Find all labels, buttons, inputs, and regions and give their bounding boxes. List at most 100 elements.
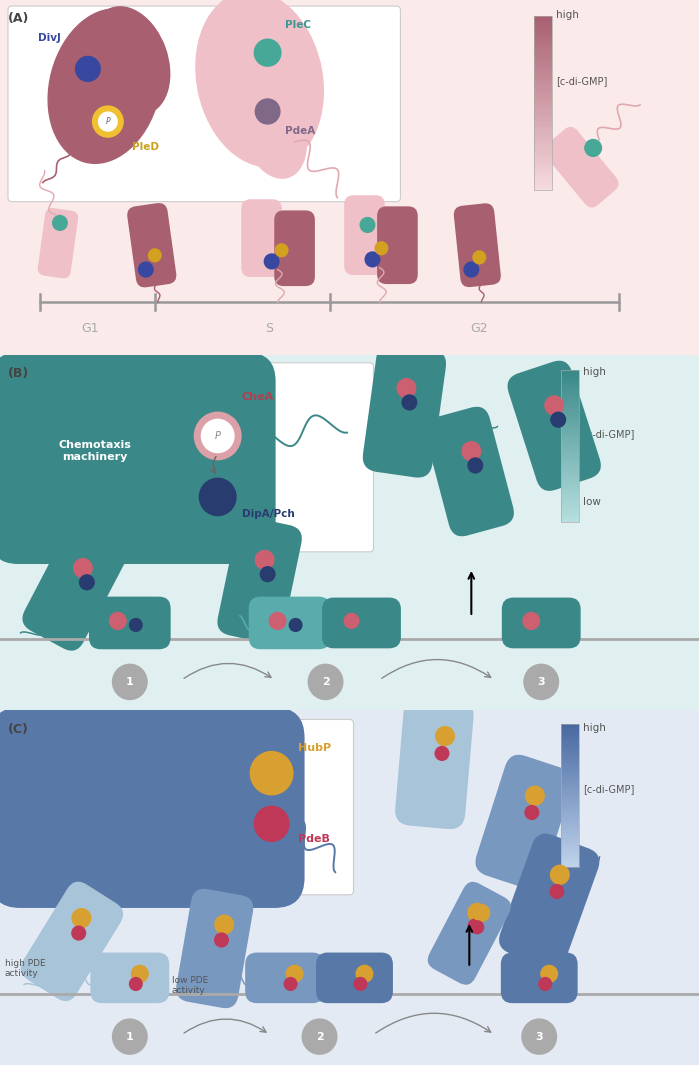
Bar [561, 832, 579, 834]
Circle shape [254, 38, 282, 67]
Bar [534, 152, 552, 155]
Bar [561, 469, 579, 472]
FancyBboxPatch shape [127, 203, 176, 288]
Bar [534, 31, 552, 34]
Bar [561, 813, 579, 815]
Text: 1: 1 [126, 1032, 134, 1042]
Text: low: low [556, 147, 574, 157]
Bar [561, 793, 579, 796]
Bar [561, 746, 579, 748]
Bar [534, 155, 552, 159]
Bar [561, 834, 579, 836]
FancyBboxPatch shape [0, 707, 305, 908]
Bar [561, 415, 579, 419]
Circle shape [540, 965, 559, 983]
Bar [561, 464, 579, 466]
Bar [561, 851, 579, 853]
Bar [561, 771, 579, 774]
Bar [561, 370, 579, 522]
Bar [534, 98, 552, 100]
Bar [534, 159, 552, 162]
Bar [534, 170, 552, 174]
Bar [534, 187, 552, 191]
Bar [561, 776, 579, 779]
Bar [534, 28, 552, 31]
Bar [561, 752, 579, 755]
Bar [534, 103, 552, 107]
Text: high: high [583, 722, 606, 733]
Bar [561, 439, 579, 441]
Circle shape [254, 550, 275, 570]
FancyBboxPatch shape [428, 882, 511, 985]
Circle shape [264, 253, 280, 269]
Bar [561, 861, 579, 863]
Bar [561, 377, 579, 380]
Circle shape [112, 1018, 147, 1054]
FancyBboxPatch shape [89, 596, 171, 650]
FancyBboxPatch shape [322, 597, 401, 649]
Bar [534, 71, 552, 75]
Bar [561, 380, 579, 382]
FancyBboxPatch shape [475, 755, 573, 889]
Text: DipA/Pch: DipA/Pch [242, 509, 294, 520]
FancyBboxPatch shape [274, 211, 315, 286]
Circle shape [254, 98, 280, 125]
Circle shape [549, 884, 564, 899]
Bar [534, 51, 552, 54]
Bar [561, 512, 579, 514]
FancyBboxPatch shape [395, 697, 474, 829]
Bar [561, 800, 579, 803]
FancyBboxPatch shape [316, 952, 393, 1003]
Circle shape [194, 411, 242, 460]
Text: high PDE
activity: high PDE activity [5, 958, 45, 978]
Bar [534, 182, 552, 184]
Circle shape [259, 566, 275, 583]
Circle shape [98, 112, 118, 132]
FancyBboxPatch shape [38, 208, 78, 278]
Bar [534, 124, 552, 127]
Bar [561, 817, 579, 819]
Bar [561, 421, 579, 423]
Circle shape [131, 965, 149, 983]
FancyBboxPatch shape [6, 720, 354, 895]
Circle shape [522, 611, 540, 630]
Bar [534, 86, 552, 88]
Circle shape [584, 138, 602, 157]
Bar [561, 803, 579, 805]
Bar [561, 410, 579, 413]
Ellipse shape [196, 0, 324, 167]
Bar [561, 373, 579, 375]
Circle shape [79, 574, 95, 590]
Bar [561, 723, 579, 726]
Bar [534, 167, 552, 170]
Circle shape [52, 215, 68, 231]
Bar [561, 836, 579, 838]
Bar [534, 83, 552, 86]
Bar [534, 22, 552, 24]
Bar [534, 77, 552, 80]
Circle shape [250, 751, 294, 796]
Bar [561, 454, 579, 456]
Ellipse shape [243, 89, 306, 178]
Bar [561, 431, 579, 433]
Text: CheA: CheA [242, 392, 274, 403]
Bar [561, 446, 579, 448]
Text: P: P [215, 431, 221, 441]
Bar [561, 723, 579, 867]
Bar [561, 757, 579, 759]
Bar [561, 370, 579, 373]
Bar [561, 456, 579, 459]
Circle shape [275, 243, 289, 258]
Circle shape [268, 611, 287, 630]
Bar [561, 393, 579, 395]
FancyBboxPatch shape [425, 407, 514, 537]
Ellipse shape [90, 6, 170, 115]
Circle shape [73, 558, 93, 578]
Bar [561, 400, 579, 403]
Bar [561, 848, 579, 851]
Circle shape [524, 805, 540, 820]
Bar [561, 395, 579, 398]
Circle shape [550, 411, 566, 428]
Bar [561, 375, 579, 377]
Circle shape [396, 378, 417, 398]
